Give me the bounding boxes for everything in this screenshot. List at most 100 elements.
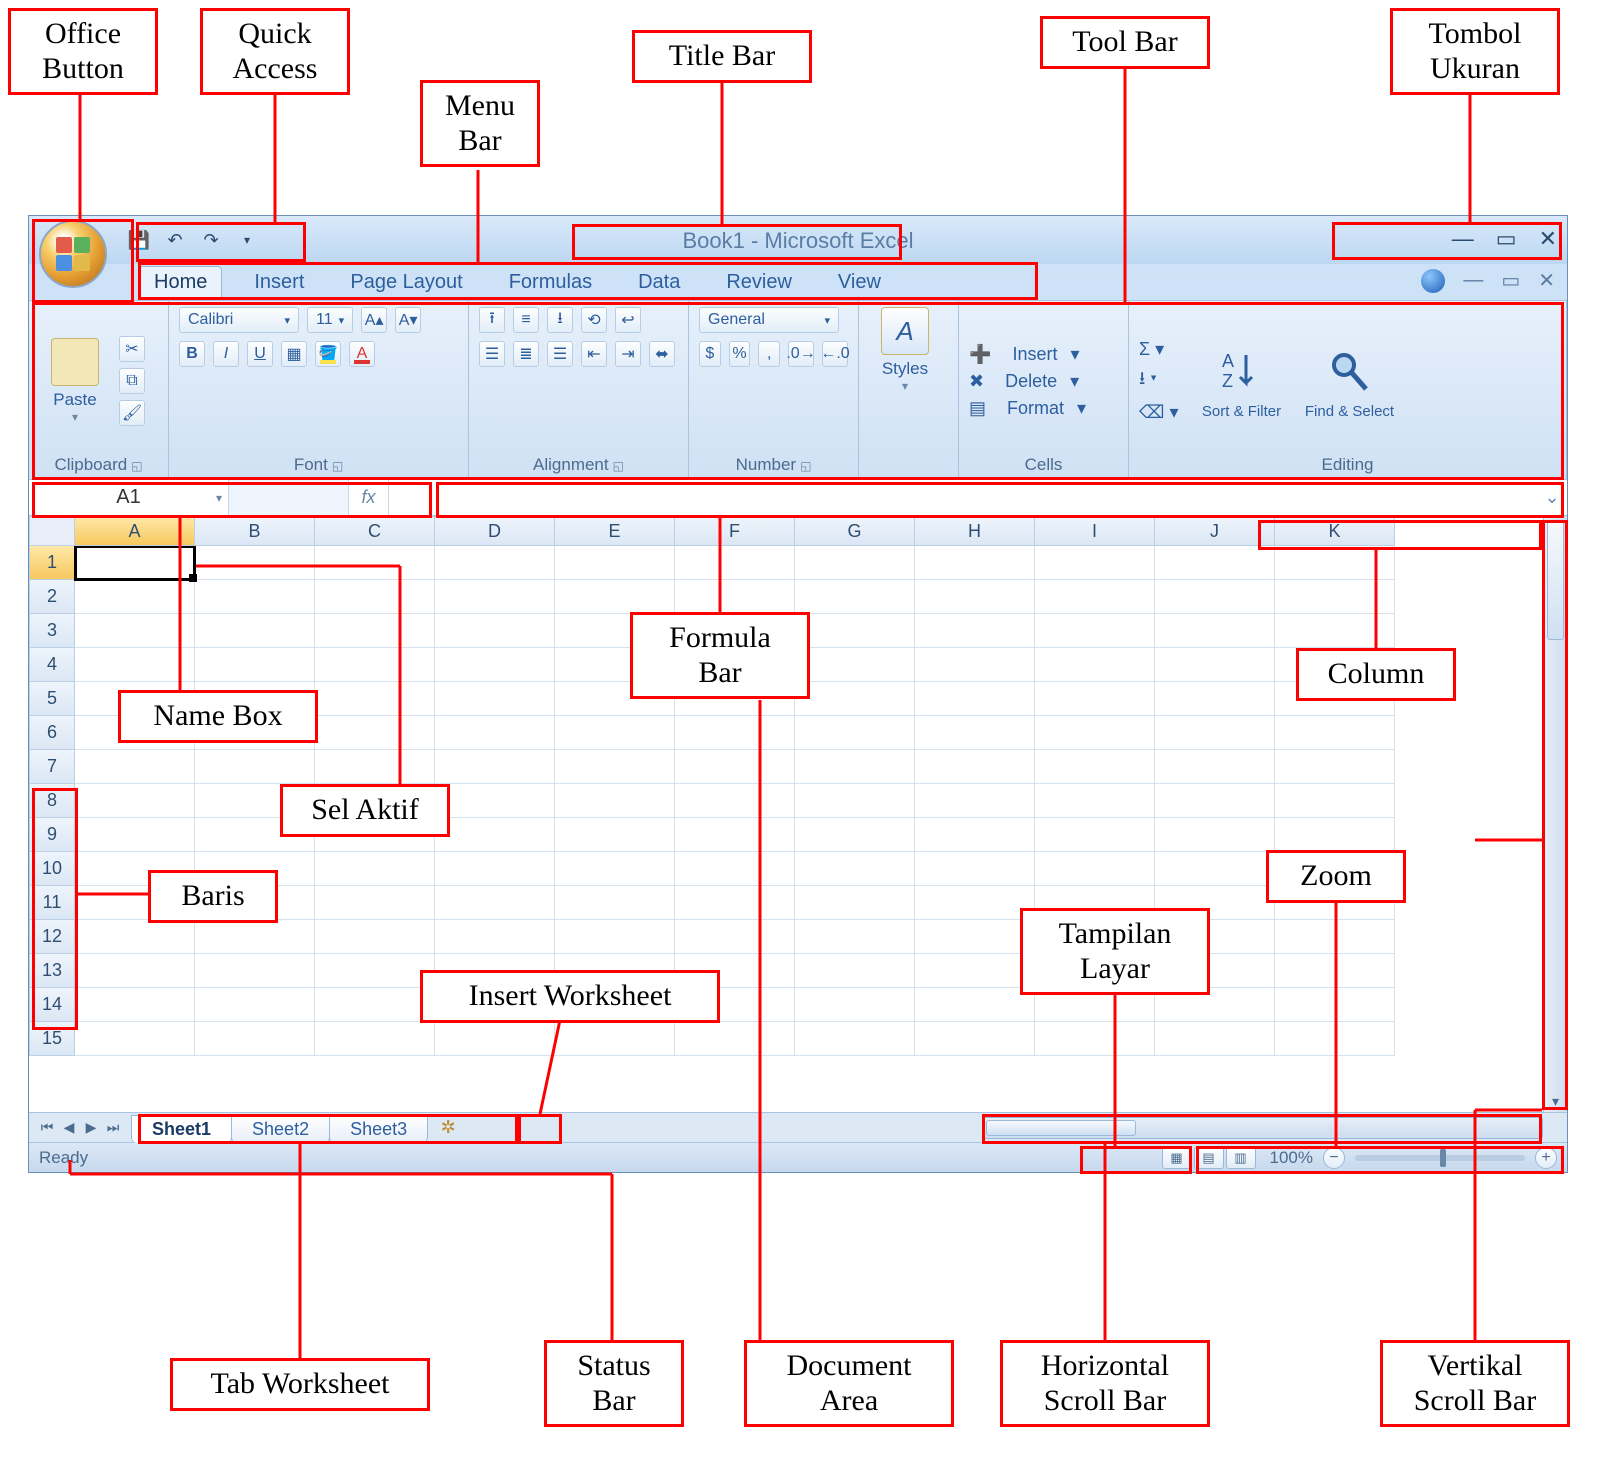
dialog-launcher-icon[interactable]: ◱ — [800, 459, 811, 473]
decrease-decimal-icon[interactable]: ←.0 — [822, 341, 848, 367]
row-header[interactable]: 12 — [29, 920, 75, 954]
cell[interactable] — [1155, 614, 1275, 648]
grow-font-icon[interactable]: A▴ — [361, 307, 387, 333]
cell[interactable] — [1275, 614, 1395, 648]
cell[interactable] — [1275, 818, 1395, 852]
italic-button[interactable]: I — [213, 341, 239, 367]
select-all-button[interactable] — [29, 516, 75, 546]
row-header[interactable]: 3 — [29, 614, 75, 648]
underline-button[interactable]: U — [247, 341, 273, 367]
column-header[interactable]: C — [315, 516, 435, 546]
cell[interactable] — [555, 784, 675, 818]
cell[interactable] — [1035, 1022, 1155, 1056]
dialog-launcher-icon[interactable]: ◱ — [613, 459, 624, 473]
cell[interactable] — [555, 580, 675, 614]
cell[interactable] — [1035, 614, 1155, 648]
cell[interactable] — [915, 716, 1035, 750]
office-button[interactable] — [39, 220, 107, 288]
column-header[interactable]: I — [1035, 516, 1155, 546]
cell[interactable] — [555, 852, 675, 886]
cell[interactable] — [795, 886, 915, 920]
cell[interactable] — [435, 920, 555, 954]
clear-button[interactable]: ⌫ ▾ — [1139, 402, 1179, 423]
cell[interactable] — [1275, 988, 1395, 1022]
sheet-nav-next-icon[interactable]: ▶ — [81, 1119, 101, 1136]
undo-icon[interactable]: ↶ — [161, 226, 189, 254]
cell[interactable] — [195, 988, 315, 1022]
row-header[interactable]: 11 — [29, 886, 75, 920]
qat-customize-icon[interactable]: ▾ — [233, 226, 261, 254]
cell[interactable] — [75, 648, 195, 682]
find-select-button[interactable]: Find & Select — [1305, 342, 1395, 421]
doc-close-button[interactable]: ✕ — [1538, 268, 1555, 293]
cell[interactable] — [1035, 784, 1155, 818]
cell[interactable] — [315, 614, 435, 648]
row-header[interactable]: 1 — [29, 546, 75, 580]
cell[interactable] — [75, 750, 195, 784]
save-icon[interactable]: 💾 — [125, 226, 153, 254]
sheet-tab[interactable]: Sheet2 — [231, 1115, 330, 1143]
cell[interactable] — [195, 920, 315, 954]
menu-tab-data[interactable]: Data — [624, 267, 694, 300]
cell[interactable] — [75, 954, 195, 988]
sheet-tab[interactable]: Sheet1 — [131, 1115, 232, 1143]
cell[interactable] — [555, 886, 675, 920]
dialog-launcher-icon[interactable]: ◱ — [131, 459, 142, 473]
sheet-nav-buttons[interactable]: ⏮ ◀ ▶ ⏭ — [37, 1119, 123, 1136]
help-icon[interactable] — [1421, 269, 1445, 293]
cell[interactable] — [435, 886, 555, 920]
column-header[interactable]: A — [75, 516, 195, 546]
normal-view-button[interactable]: ▦ — [1162, 1147, 1192, 1169]
cell[interactable] — [1155, 682, 1275, 716]
cell[interactable] — [1275, 1022, 1395, 1056]
cell[interactable] — [435, 1022, 555, 1056]
cell[interactable] — [435, 580, 555, 614]
row-header[interactable]: 7 — [29, 750, 75, 784]
row-header[interactable]: 2 — [29, 580, 75, 614]
column-header[interactable]: D — [435, 516, 555, 546]
cell[interactable] — [195, 580, 315, 614]
cell[interactable] — [315, 988, 435, 1022]
dialog-launcher-icon[interactable]: ◱ — [332, 459, 343, 473]
align-top-icon[interactable]: ⭱ — [479, 307, 505, 333]
cell[interactable] — [915, 580, 1035, 614]
cell[interactable] — [675, 818, 795, 852]
column-header[interactable]: K — [1275, 516, 1395, 546]
cell[interactable] — [75, 614, 195, 648]
insert-function-button[interactable]: fx — [349, 480, 389, 515]
column-header[interactable]: H — [915, 516, 1035, 546]
cell[interactable] — [915, 614, 1035, 648]
wrap-text-icon[interactable]: ↩ — [615, 307, 641, 333]
format-cells-button[interactable]: ▤ Format ▾ — [969, 398, 1118, 419]
zoom-in-button[interactable]: + — [1535, 1147, 1557, 1169]
cell[interactable] — [675, 920, 795, 954]
cell[interactable] — [75, 784, 195, 818]
cell[interactable] — [75, 580, 195, 614]
cell[interactable] — [435, 784, 555, 818]
cell[interactable] — [915, 648, 1035, 682]
name-box-dropdown-icon[interactable]: ▾ — [216, 491, 222, 505]
cell[interactable] — [1275, 784, 1395, 818]
row-header[interactable]: 10 — [29, 852, 75, 886]
sheet-nav-first-icon[interactable]: ⏮ — [37, 1119, 57, 1136]
menu-tab-view[interactable]: View — [824, 267, 895, 300]
cell[interactable] — [75, 988, 195, 1022]
percent-format-icon[interactable]: % — [729, 341, 751, 367]
doc-restore-button[interactable]: ▭ — [1501, 268, 1520, 293]
row-header[interactable]: 8 — [29, 784, 75, 818]
border-button[interactable]: ▦ — [281, 341, 307, 367]
cell[interactable] — [1275, 580, 1395, 614]
format-painter-icon[interactable]: 🖌 — [119, 400, 145, 426]
cell[interactable] — [315, 546, 435, 580]
cell[interactable] — [795, 852, 915, 886]
cell[interactable] — [555, 1022, 675, 1056]
cell[interactable] — [1155, 818, 1275, 852]
row-header[interactable]: 15 — [29, 1022, 75, 1056]
cell[interactable] — [315, 920, 435, 954]
column-header[interactable]: F — [675, 516, 795, 546]
cell[interactable] — [795, 954, 915, 988]
cell[interactable] — [675, 750, 795, 784]
cell[interactable] — [795, 682, 915, 716]
cell[interactable] — [795, 920, 915, 954]
merge-center-icon[interactable]: ⬌ — [649, 341, 675, 367]
